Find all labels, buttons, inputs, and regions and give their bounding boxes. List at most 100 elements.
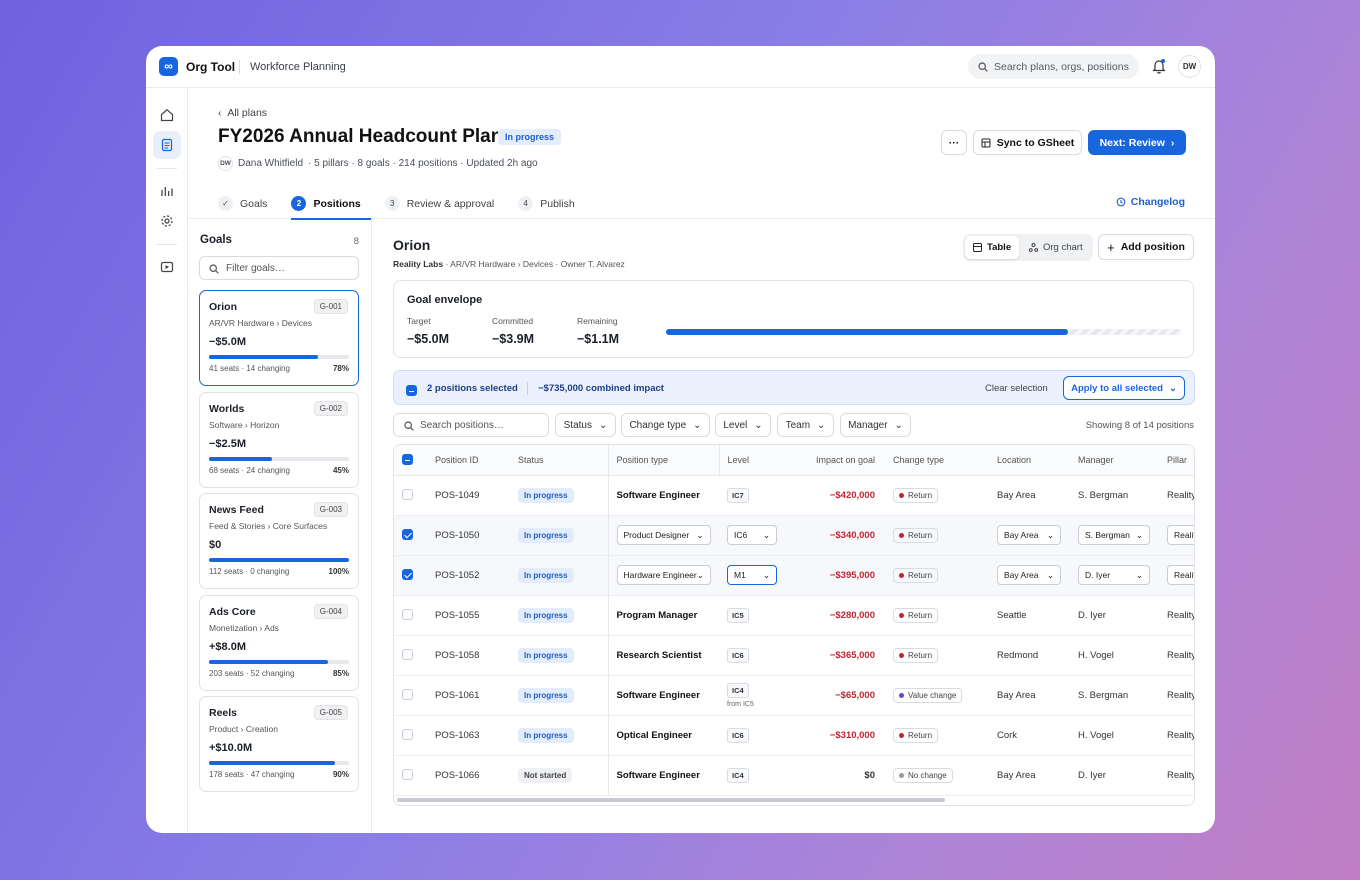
document-icon [161, 138, 173, 152]
manager-select[interactable]: S. Bergman ⌄ [1078, 525, 1150, 545]
goal-card[interactable]: News Feed G-003 Feed & Stories › Core Surf… [199, 493, 359, 589]
table-row[interactable]: POS-1063 In progress Optical Engineer IC6 −$… [394, 715, 1195, 756]
level-cell[interactable]: M1 ⌄ [719, 555, 796, 596]
manager-cell[interactable]: S. Bergman ⌄ [1070, 515, 1159, 556]
apply-to-all-label: Apply to all selected [1071, 382, 1163, 394]
pillar: Reality Labs [1167, 729, 1195, 741]
search-positions-input[interactable]: Search positions… [393, 413, 549, 437]
table-row[interactable]: POS-1058 In progress Research Scientist IC6… [394, 635, 1195, 676]
tab-review-approval[interactable]: 3 Review & approval [384, 188, 505, 219]
row-select-cell [394, 475, 427, 516]
goal-percent: 100% [328, 567, 349, 576]
chart-icon [161, 187, 173, 196]
more-button[interactable]: ··· [941, 130, 967, 155]
goal-card[interactable]: Reels G-005 Product › Creation +$10.0M 178 s… [199, 696, 359, 792]
manager-cell[interactable]: D. Iyer ⌄ [1070, 555, 1159, 596]
pillar-select[interactable]: Reality Labs⌄ [1167, 565, 1194, 585]
table-row[interactable]: POS-1066 Not started Software Engineer IC4 $… [394, 755, 1194, 796]
row-checkbox[interactable] [402, 649, 413, 661]
filter-manager-dropdown[interactable]: Manager ⌄ [840, 413, 911, 437]
row-checkbox[interactable] [402, 769, 413, 781]
table-row[interactable]: POS-1061 In progress Software Engineer IC4 f… [394, 675, 1194, 716]
table-row[interactable]: POS-1055 In progress Program Manager IC5 −$2… [394, 595, 1194, 636]
filter-change-type-dropdown[interactable]: Change type ⌄ [621, 413, 710, 437]
change-type-cell: Return [885, 515, 989, 556]
clear-selection-button[interactable]: Clear selection [985, 383, 1048, 394]
row-checkbox[interactable] [402, 529, 413, 541]
user-avatar[interactable]: DW [1178, 55, 1201, 78]
level-select[interactable]: IC6 ⌄ [727, 525, 777, 545]
filter-goals-input[interactable]: Filter goals… [199, 256, 359, 280]
location-select[interactable]: Bay Area ⌄ [997, 565, 1061, 585]
goal-card[interactable]: Worlds G-002 Software › Horizon −$2.5M 68 se… [199, 391, 359, 488]
column-header-pillar[interactable]: Pillar [1159, 445, 1194, 476]
bell-icon[interactable] [1152, 58, 1166, 74]
changelog-link[interactable]: Changelog [1116, 196, 1185, 208]
deselect-checkbox[interactable] [406, 385, 417, 397]
level-select[interactable]: M1 ⌄ [727, 565, 777, 585]
change-type-badge: No change [893, 767, 953, 783]
column-header-status[interactable]: Status [510, 445, 609, 476]
filter-status-dropdown[interactable]: Status ⌄ [555, 413, 616, 437]
position-type-select[interactable]: Hardware Engineer ⌄ [616, 565, 711, 585]
row-checkbox[interactable] [402, 729, 413, 741]
rail-analytics[interactable] [153, 177, 181, 205]
view-org-chart-button[interactable]: Org chart [1021, 236, 1091, 259]
manager-select[interactable]: D. Iyer ⌄ [1078, 565, 1150, 585]
column-header-impact-on-goal[interactable]: Impact on goal [796, 445, 885, 476]
table-row[interactable]: POS-1050 In progress Product Designer ⌄ IC6 ⌄… [394, 515, 1194, 556]
global-search-input[interactable]: Search plans, orgs, positions [968, 54, 1139, 79]
pillar-cell[interactable]: Reality Labs⌄ [1159, 515, 1194, 556]
status-dot-icon [899, 732, 904, 738]
row-checkbox[interactable] [402, 489, 413, 501]
column-header-change-type[interactable]: Change type [885, 445, 989, 476]
tab-goals[interactable]: ✓ Goals [218, 188, 277, 219]
column-header-position-type[interactable]: Position type [608, 445, 720, 476]
tab-positions[interactable]: 2 Positions [291, 188, 371, 220]
tab-publish[interactable]: 4 Publish [518, 188, 584, 219]
pillar-select[interactable]: Reality Labs⌄ [1167, 525, 1194, 545]
rail-settings[interactable] [153, 207, 181, 235]
next-review-button[interactable]: Next: Review › [1088, 130, 1186, 155]
location-cell[interactable]: Bay Area ⌄ [989, 515, 1070, 556]
position-type-cell[interactable]: Product Designer ⌄ [608, 515, 719, 556]
column-header-position-id[interactable]: Position ID [427, 445, 510, 476]
row-checkbox[interactable] [402, 689, 413, 701]
column-header-manager[interactable]: Manager [1070, 445, 1159, 476]
filter-level-dropdown[interactable]: Level ⌄ [715, 413, 771, 437]
goal-card[interactable]: Ads Core G-004 Monetization › Ads +$8.0M 203… [199, 594, 359, 691]
view-table-button[interactable]: Table [965, 236, 1020, 259]
pillar: Reality Labs [1167, 649, 1195, 661]
rail-plans[interactable] [153, 131, 181, 159]
back-link[interactable]: ‹ All plans [218, 107, 267, 119]
row-select-cell [394, 635, 427, 676]
table-row[interactable]: POS-1052 In progress Hardware Engineer ⌄ M1 ⌄… [394, 555, 1194, 596]
select-all-checkbox[interactable] [402, 454, 413, 466]
column-header-location[interactable]: Location [989, 445, 1070, 476]
level-cell[interactable]: IC6 ⌄ [719, 515, 796, 556]
sync-gsheet-button[interactable]: Sync to GSheet [973, 130, 1082, 155]
change-type-label: Return [908, 570, 933, 580]
horizontal-scrollbar[interactable] [397, 798, 945, 802]
goal-id-badge: G-001 [313, 299, 348, 314]
position-type-select[interactable]: Product Designer ⌄ [616, 525, 711, 545]
apply-to-all-button[interactable]: Apply to all selected ⌄ [1063, 376, 1185, 400]
filter-team-dropdown[interactable]: Team ⌄ [777, 413, 834, 437]
pillar-cell: Reality Labs [1159, 715, 1195, 756]
location-cell[interactable]: Bay Area ⌄ [989, 555, 1070, 596]
add-position-button[interactable]: + Add position [1098, 234, 1194, 260]
goal-card[interactable]: Orion G-001 AR/VR Hardware › Devices −$5.0M… [199, 290, 359, 386]
rail-media[interactable] [153, 253, 181, 281]
location-select[interactable]: Bay Area ⌄ [997, 525, 1061, 545]
position-type-cell[interactable]: Hardware Engineer ⌄ [608, 555, 719, 596]
row-checkbox[interactable] [402, 609, 413, 621]
pillar-cell[interactable]: Reality Labs⌄ [1159, 555, 1194, 596]
rail-home[interactable] [153, 101, 181, 129]
change-type-label: Value change [908, 690, 957, 700]
table-row[interactable]: POS-1049 In progress Software Engineer IC7 −… [394, 475, 1194, 516]
column-header-level[interactable]: Level [719, 445, 796, 476]
position-type-cell: Software Engineer [608, 755, 719, 796]
change-type-cell: Return [885, 715, 989, 756]
chevron-down-icon: ⌄ [1046, 529, 1054, 540]
row-checkbox[interactable] [402, 569, 413, 581]
